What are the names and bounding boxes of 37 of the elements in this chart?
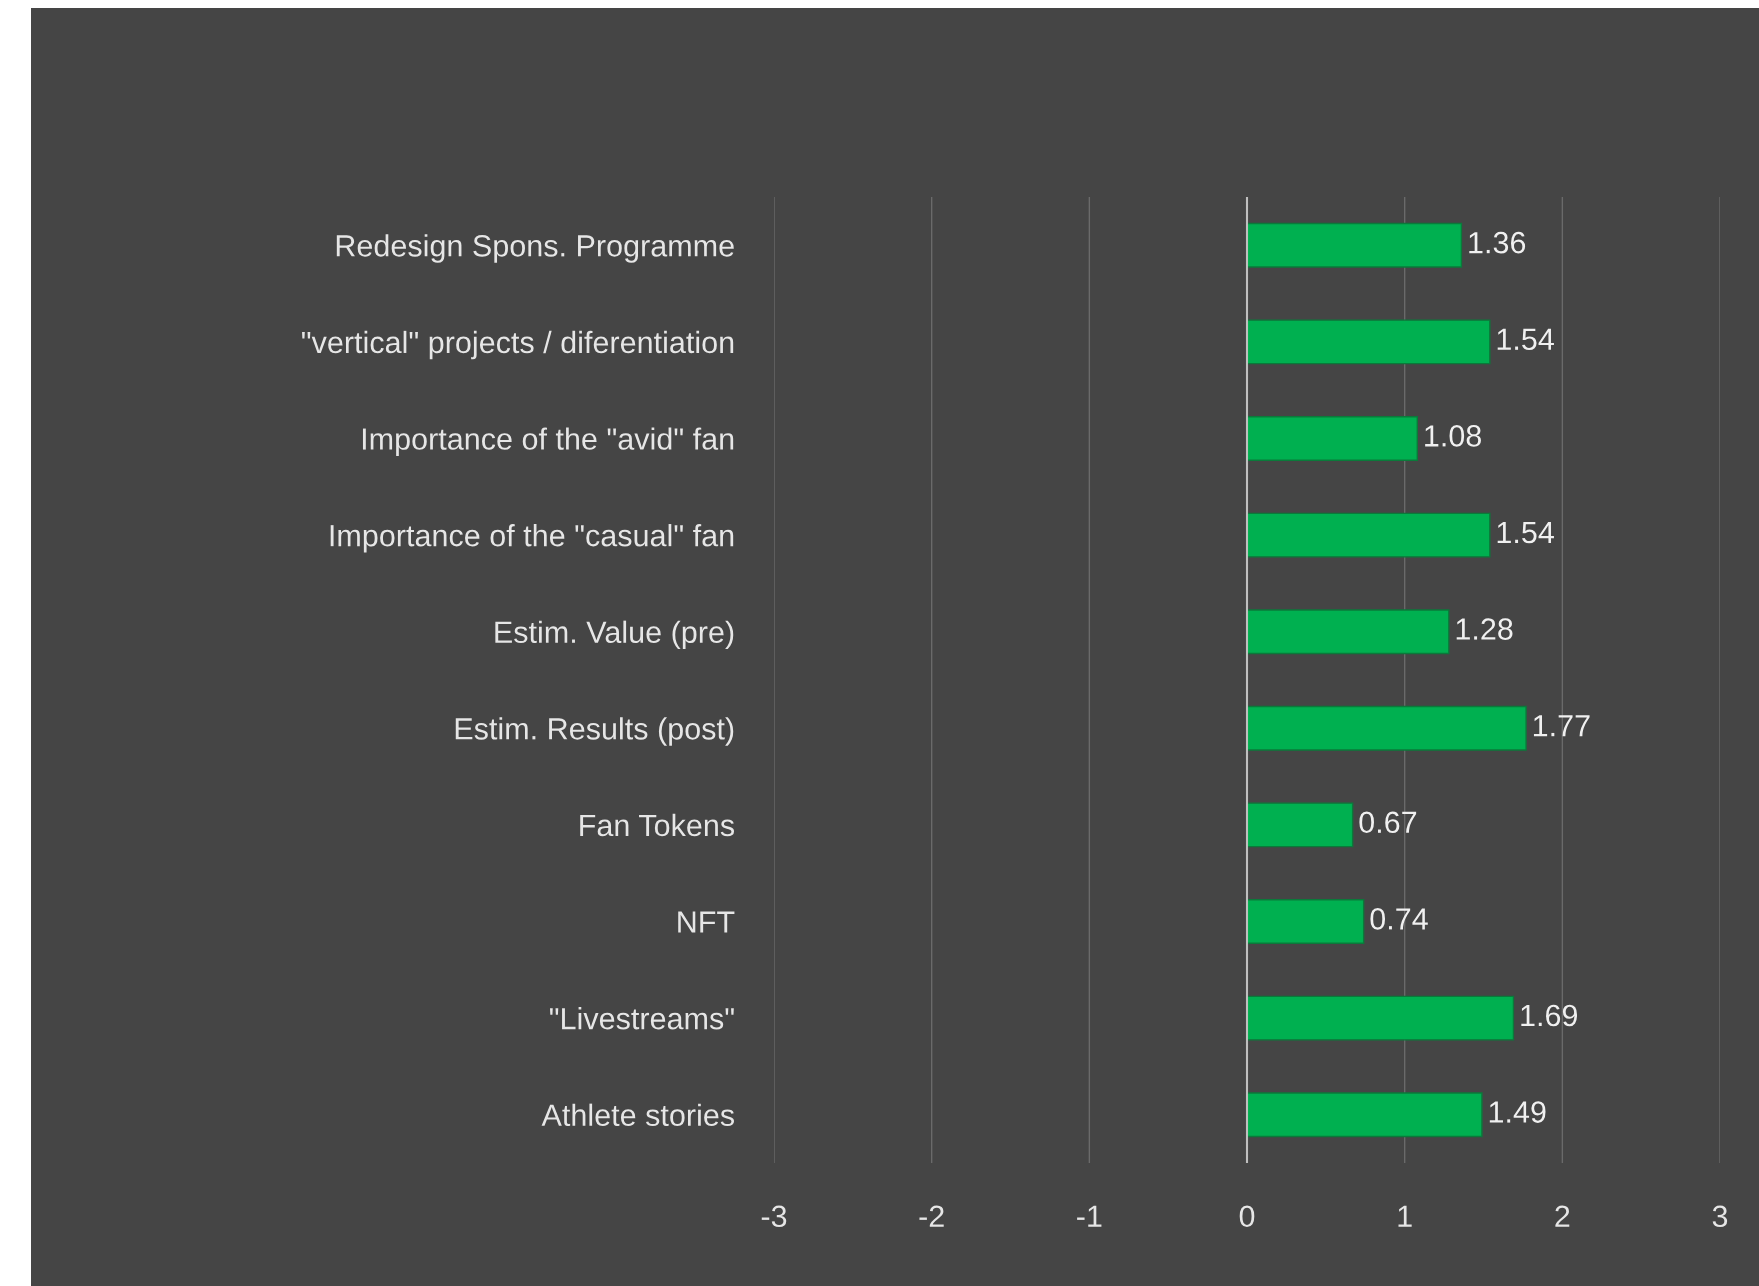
y-tick-label: Importance of the "casual" fan [330,524,734,553]
bar [1246,705,1527,751]
bar [1246,995,1515,1041]
y-tick-label: Redesign Spons. Programme [336,234,734,263]
bar [1246,222,1463,268]
data-label: 1.36 [1469,231,1526,254]
x-tick-label: 3 [1712,1205,1728,1228]
y-tick-label: Estim. Results (post) [455,717,734,746]
y-tick-label: "Livestreams" [550,1007,734,1030]
y-tick-label: NFT [678,911,735,933]
y-tick-label: "vertical" projects / diferentiation [302,330,734,360]
x-tick-label: -2 [919,1205,944,1227]
data-label: 0.67 [1359,811,1417,834]
bar [1246,416,1418,461]
data-label: 1.77 [1533,715,1590,737]
data-label: 1.54 [1497,328,1554,351]
bar [1246,512,1491,558]
data-label: 1.49 [1489,1101,1546,1123]
bar [1246,802,1354,848]
data-label: 0.74 [1370,908,1428,930]
x-tick-label: 0 [1239,1205,1255,1228]
bar [1246,609,1450,655]
data-label: 1.08 [1425,425,1481,447]
x-tick-label: -1 [1077,1205,1102,1227]
bar [1246,1092,1483,1138]
x-tick-label: 1 [1398,1205,1412,1227]
y-tick-label: Estim. Value (pre) [495,620,734,650]
y-tick-label: Importance of the "avid" fan [362,427,734,456]
y-tick-label: Fan Tokens [580,813,735,837]
y-tick-label: Athlete stories [541,1103,735,1127]
data-label: 1.69 [1521,1004,1578,1027]
data-label: 1.54 [1497,521,1554,544]
bar [1246,899,1365,944]
x-tick-label: 2 [1555,1205,1570,1227]
x-tick-label: -3 [761,1205,787,1228]
bar [1246,319,1491,365]
data-label: 1.28 [1456,618,1513,640]
